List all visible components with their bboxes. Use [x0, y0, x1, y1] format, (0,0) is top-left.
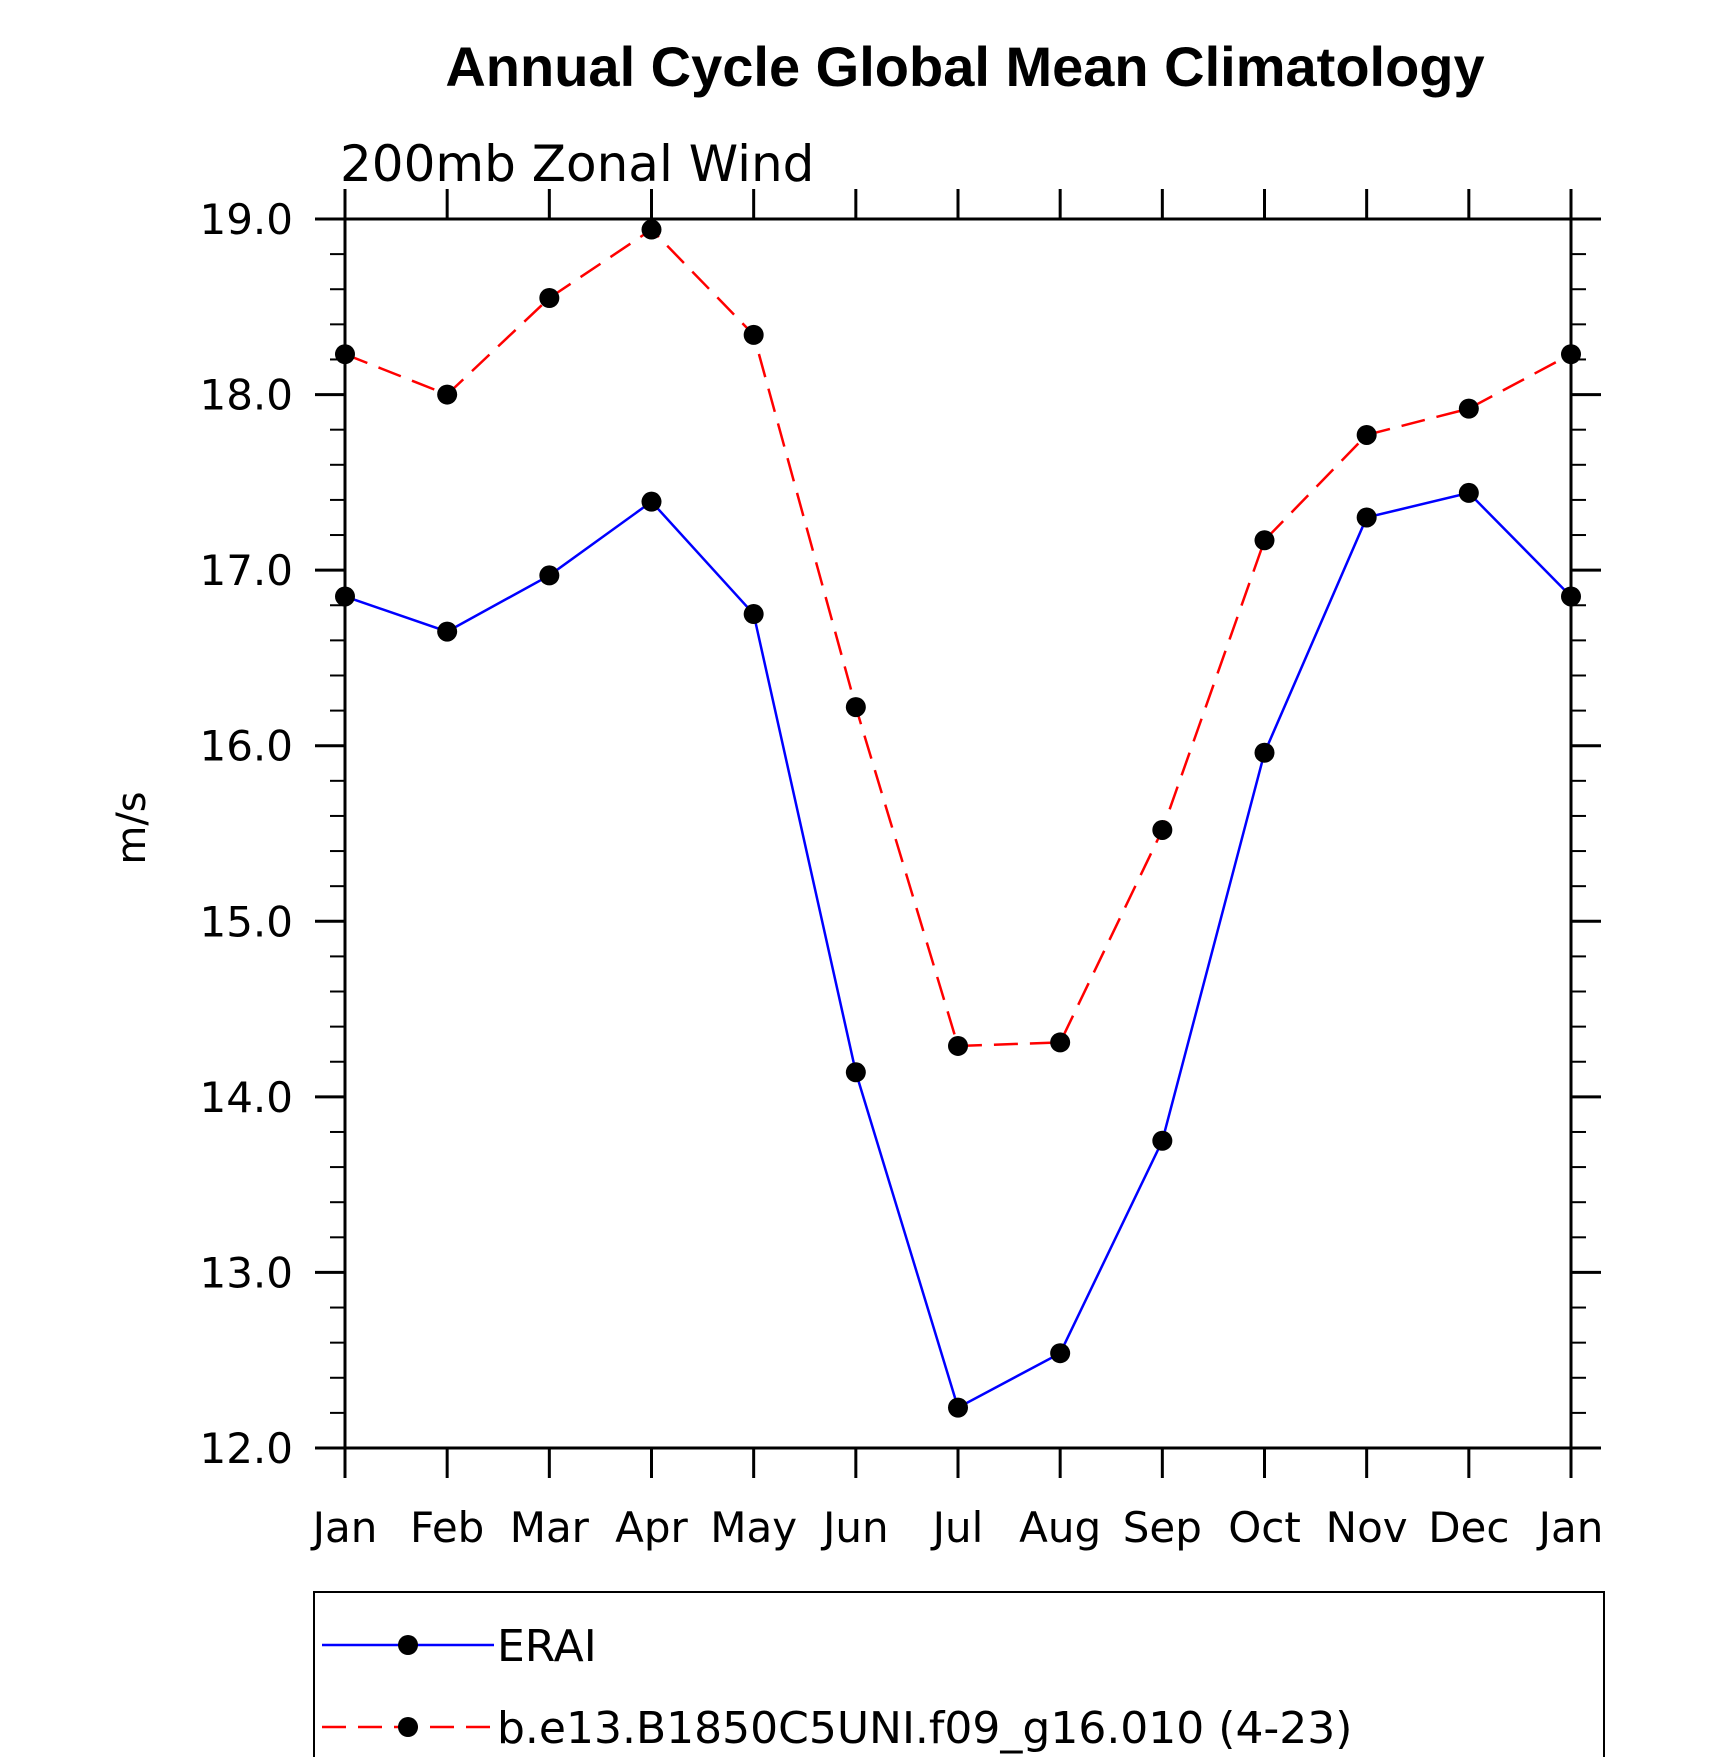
y-tick-labels: 12.0 13.0 14.0 15.0 16.0 17.0 18.0 19.0 — [199, 195, 293, 1473]
data-point — [1356, 507, 1377, 528]
data-point — [845, 697, 866, 718]
data-point — [437, 621, 458, 642]
data-point — [539, 565, 560, 586]
data-point — [437, 384, 458, 405]
y-tick-label: 16.0 — [199, 722, 293, 771]
x-tick-label: Jan — [310, 1503, 378, 1552]
data-point — [1458, 398, 1479, 419]
series-1 — [335, 219, 1581, 1056]
y-tick-label: 15.0 — [199, 897, 293, 946]
x-tick-label: May — [710, 1503, 797, 1552]
data-point — [1356, 424, 1377, 445]
legend-label: b.e13.B1850C5UNI.f09_g16.010 (4-23) — [497, 1703, 1352, 1754]
legend-box — [313, 1591, 1605, 1757]
axis-ticks — [315, 189, 1601, 1478]
y-tick-label: 19.0 — [199, 195, 293, 244]
data-point — [1561, 344, 1581, 365]
x-tick-label: Dec — [1428, 1503, 1509, 1552]
data-point — [335, 344, 355, 365]
y-tick-label: 18.0 — [199, 371, 293, 420]
legend-marker — [398, 1717, 418, 1737]
x-tick-label: Sep — [1123, 1503, 1202, 1552]
x-tick-label: Jan — [1536, 1503, 1604, 1552]
data-point — [539, 288, 560, 309]
series-0 — [335, 482, 1581, 1418]
data-point — [743, 324, 764, 345]
data-point — [1254, 742, 1275, 763]
x-tick-label: Oct — [1228, 1503, 1301, 1552]
chart-title: Annual Cycle Global Mean Climatology — [445, 35, 1484, 98]
data-point — [1050, 1343, 1071, 1364]
data-point — [1152, 1130, 1173, 1151]
x-tick-label: Jun — [820, 1503, 889, 1552]
x-tick-labels: Jan Feb Mar Apr May Jun Jul Aug Sep Oct Nov Dec Jan — [310, 1503, 1604, 1552]
y-tick-label: 13.0 — [199, 1248, 293, 1297]
data-point — [1152, 819, 1173, 840]
data-point — [1254, 530, 1275, 551]
x-tick-label: Apr — [615, 1503, 688, 1552]
data-point — [948, 1397, 968, 1418]
legend: ERAI b.e13.B1850C5UNI.f09_g16.010 (4-23) — [322, 1621, 1352, 1754]
x-tick-label: Nov — [1326, 1503, 1408, 1552]
data-point — [743, 604, 764, 625]
data-point — [1561, 586, 1581, 607]
data-point — [1458, 482, 1479, 503]
legend-label: ERAI — [497, 1621, 597, 1672]
data-point — [641, 219, 662, 240]
y-tick-label: 12.0 — [199, 1424, 293, 1473]
data-point — [1050, 1032, 1071, 1053]
y-tick-label: 17.0 — [199, 546, 293, 595]
series-line — [344, 491, 1572, 1410]
x-tick-label: Mar — [510, 1503, 590, 1552]
data-point — [335, 586, 355, 607]
x-tick-label: Aug — [1019, 1503, 1101, 1552]
data-point — [845, 1062, 866, 1083]
series-line — [344, 227, 1572, 1048]
x-tick-label: Jul — [930, 1503, 984, 1552]
legend-marker — [398, 1635, 418, 1655]
plot-frame — [343, 217, 1573, 1450]
chart-subtitle: 200mb Zonal Wind — [340, 135, 814, 193]
data-point — [948, 1035, 968, 1056]
data-point — [641, 491, 662, 512]
y-tick-label: 14.0 — [199, 1073, 293, 1122]
x-tick-label: Feb — [410, 1503, 484, 1552]
series-layer — [335, 219, 1581, 1418]
y-axis-label: m/s — [109, 791, 155, 864]
